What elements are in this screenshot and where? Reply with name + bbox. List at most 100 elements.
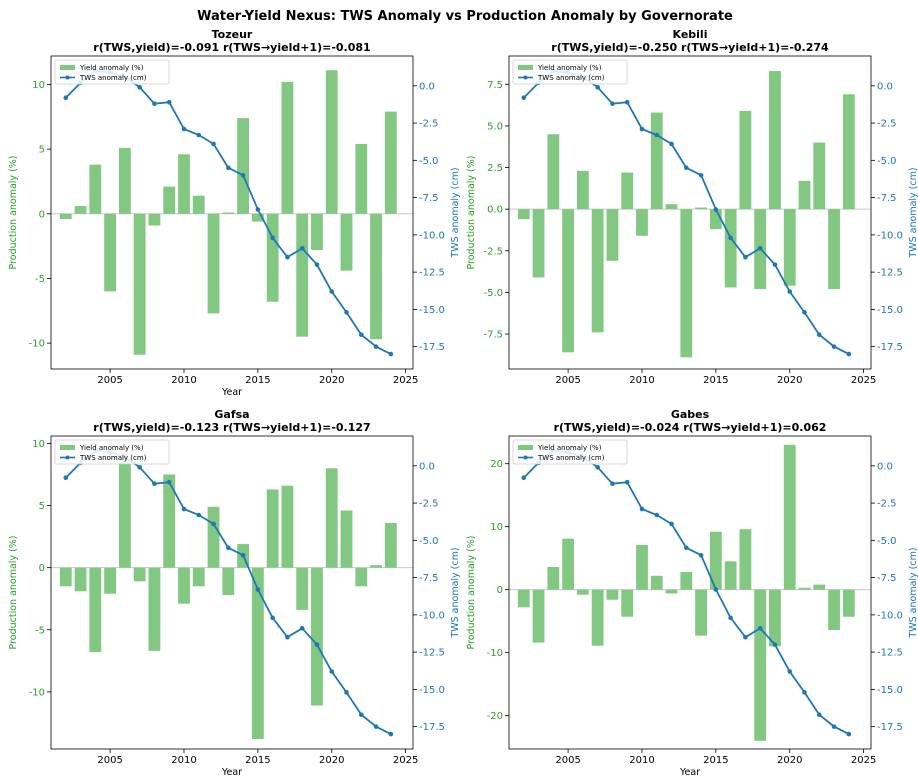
tws-point-2017 [285, 634, 290, 640]
right-tick-label: -10.0 [877, 230, 903, 241]
tws-point-2013 [684, 165, 689, 171]
tws-point-2022 [358, 332, 364, 338]
yield-bar-2019 [769, 589, 781, 647]
tws-point-2012 [669, 521, 674, 527]
legend: Yield anomaly (%) TWS anomaly (cm) [512, 439, 628, 465]
x-tick-label: 2010 [629, 375, 654, 386]
tws-point-2018 [299, 625, 305, 631]
panel-title: Gafsa [214, 408, 249, 421]
yield-bar-2020 [783, 444, 796, 590]
x-tick-label: 2025 [851, 375, 876, 386]
yield-bar-2006 [118, 147, 131, 214]
tws-point-2008 [610, 101, 615, 106]
left-tick-label: 10 [490, 522, 503, 533]
tws-point-2007 [595, 85, 600, 90]
panel-subtitle: r(TWS,yield)=-0.091 r(TWS→yield+1)=-0.08… [93, 41, 370, 54]
legend-box [512, 439, 628, 465]
x-tick-label: 2025 [393, 755, 418, 766]
tws-point-2015 [255, 587, 261, 592]
right-tick-label: -10.0 [877, 610, 903, 621]
right-tick-label: 0.0 [419, 81, 435, 92]
yield-bar-2020 [783, 209, 796, 286]
legend-label-yield: Yield anomaly (%) [537, 444, 602, 452]
left-tick-label: 2.5 [487, 163, 503, 174]
tws-point-2010 [639, 506, 645, 512]
legend-marker-tws [65, 455, 70, 460]
right-axis-label: TWS anomaly (cm) [450, 167, 461, 258]
yield-bar-2005 [562, 209, 575, 353]
panel-title: Tozeur [212, 28, 253, 41]
x-tick-label: 2025 [393, 375, 418, 386]
right-tick-label: -5.0 [419, 156, 439, 167]
x-axis-label: Year [679, 767, 700, 778]
tws-point-2020 [329, 669, 335, 674]
yield-bar-2003 [532, 589, 545, 643]
x-tick-label: 2020 [319, 375, 344, 386]
left-tick-label: 20 [490, 459, 503, 470]
yield-bar-2013 [222, 212, 235, 214]
tws-point-2008 [610, 481, 615, 486]
tws-point-2015 [713, 207, 719, 212]
yield-bar-2024 [384, 111, 397, 214]
tws-point-2009 [166, 99, 172, 105]
tws-point-2002 [63, 95, 69, 101]
tws-point-2015 [713, 587, 719, 592]
axes-frame [50, 435, 414, 750]
tws-point-2014 [240, 172, 246, 178]
tws-point-2022 [816, 712, 822, 718]
yield-bar-2015 [709, 209, 722, 230]
right-tick-label: -10.0 [419, 230, 445, 241]
left-tick-label: -2.5 [483, 246, 503, 257]
right-tick-label: -7.5 [877, 193, 897, 204]
yield-bar-2006 [576, 170, 589, 210]
legend-label-tws: TWS anomaly (cm) [79, 454, 147, 462]
legend-label-tws: TWS anomaly (cm) [537, 74, 605, 82]
yield-bar-2008 [148, 213, 161, 226]
left-tick-label: -5 [35, 274, 45, 285]
yield-bar-2009 [163, 186, 176, 214]
left-tick-label: 0.0 [487, 205, 503, 216]
axes-frame [508, 435, 872, 750]
tws-point-2012 [211, 521, 216, 527]
yield-bar-2016 [266, 213, 279, 302]
yield-bar-2022 [355, 143, 368, 214]
yield-bar-2015 [251, 567, 264, 740]
yield-bar-2008 [606, 589, 619, 600]
tws-point-2014 [240, 552, 246, 558]
right-tick-label: -2.5 [419, 119, 439, 130]
left-tick-label: -10 [487, 648, 503, 659]
yield-bar-2004 [89, 164, 102, 214]
tws-point-2017 [743, 634, 748, 640]
yield-bar-2015 [251, 213, 264, 222]
tws-point-2020 [787, 669, 793, 674]
legend-label-tws: TWS anomaly (cm) [79, 74, 147, 82]
tws-point-2023 [373, 344, 379, 349]
x-tick-label: 2015 [703, 375, 728, 386]
x-tick-label: 2015 [245, 375, 270, 386]
tws-point-2021 [802, 310, 807, 315]
tws-point-2018 [757, 625, 763, 631]
yield-bar-2015 [709, 531, 722, 590]
yield-bar-2019 [311, 213, 323, 251]
yield-bar-2023 [370, 565, 382, 568]
tws-point-2020 [787, 289, 793, 294]
yield-bar-2013 [222, 567, 235, 595]
x-tick-label: 2020 [319, 755, 344, 766]
x-tick-label: 2010 [171, 755, 196, 766]
legend-box [54, 59, 170, 85]
right-tick-label: -2.5 [419, 499, 439, 510]
legend-label-tws: TWS anomaly (cm) [537, 454, 605, 462]
tws-point-2024 [388, 351, 394, 357]
left-tick-label: 0 [497, 585, 503, 596]
yield-bar-2007 [591, 589, 604, 646]
yield-bar-2024 [842, 94, 855, 210]
left-tick-label: 5.0 [487, 121, 503, 132]
yield-bar-2017 [281, 81, 294, 214]
legend-marker-tws [65, 75, 70, 80]
tws-point-2012 [211, 141, 216, 147]
yield-bar-2002 [59, 213, 72, 219]
yield-bar-2022 [813, 142, 826, 210]
tws-point-2014 [698, 552, 704, 558]
right-tick-label: -12.5 [419, 268, 445, 279]
yield-bar-2011 [650, 575, 663, 590]
